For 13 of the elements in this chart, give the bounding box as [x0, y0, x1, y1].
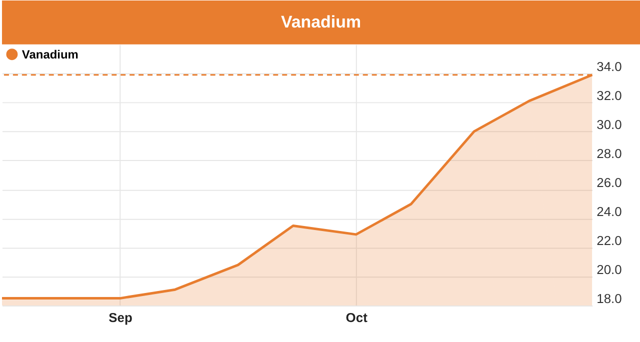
y-tick-label: 22.0	[596, 233, 622, 248]
y-tick-label: 24.0	[596, 204, 622, 219]
y-tick-label: 20.0	[596, 262, 622, 278]
y-tick-label: 26.0	[596, 174, 622, 190]
x-tick-label: Oct	[346, 310, 368, 325]
y-tick-label: 18.0	[596, 291, 622, 306]
y-tick-label: 30.0	[596, 116, 622, 132]
y-tick-label: 34.0	[596, 58, 622, 74]
legend-label: Vanadium	[22, 47, 78, 62]
chart-title: Vanadium	[280, 12, 362, 32]
x-tick-label: Sep	[108, 310, 132, 325]
y-tick-label: 28.0	[596, 146, 622, 161]
y-tick-label: 32.0	[596, 88, 622, 103]
